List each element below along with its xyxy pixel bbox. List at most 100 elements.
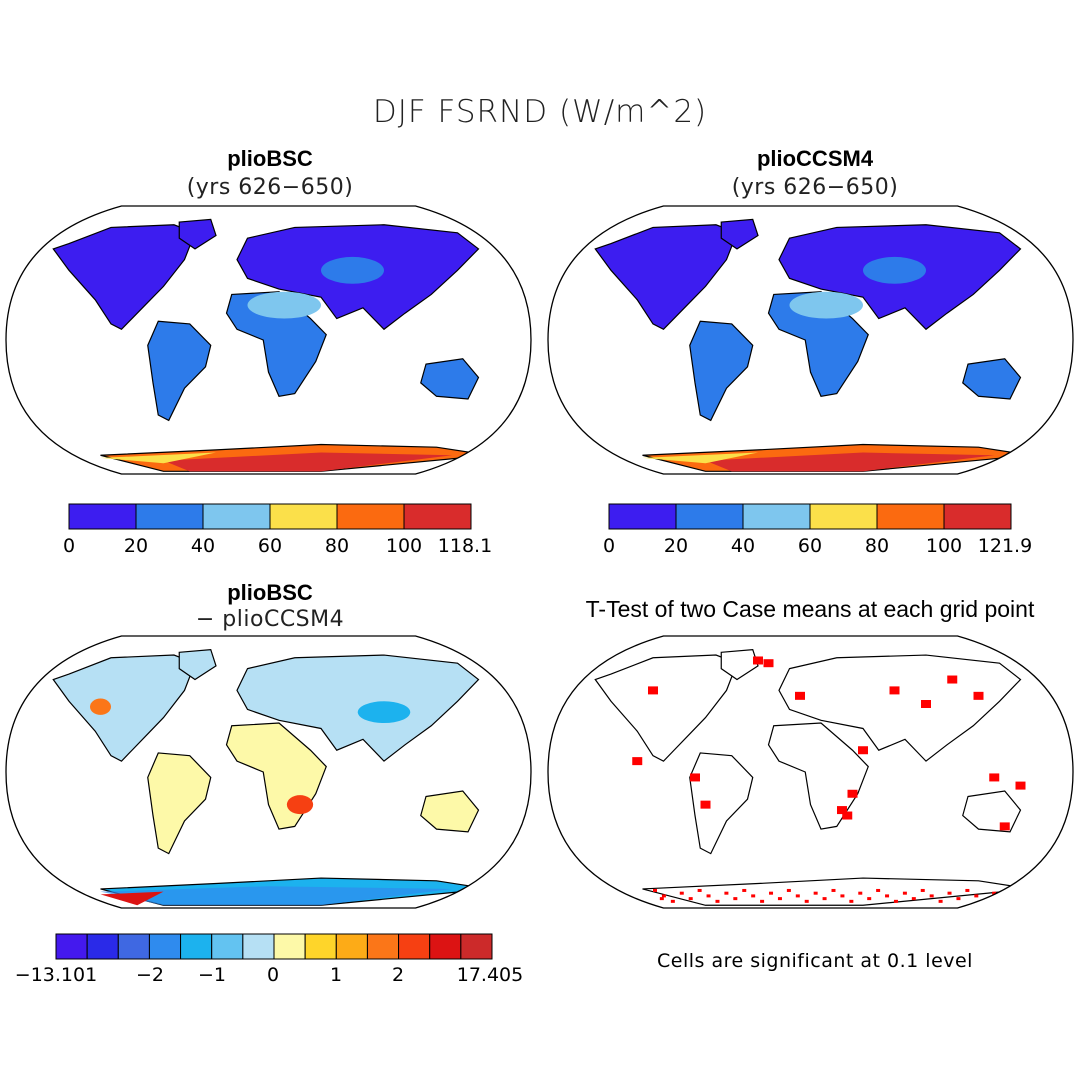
continent-namerica (594, 654, 738, 762)
central-asia-region (863, 256, 926, 284)
figure-title: DJF FSRND (W/m^2) (372, 94, 708, 130)
colorbar-swatch (675, 503, 744, 530)
panel2-title: plioCCSM4 (756, 146, 874, 171)
significant-cell (842, 811, 853, 820)
panel1-title: plioBSC (227, 146, 313, 171)
map-panel-plioBSC (5, 205, 532, 475)
africa-hotspot (286, 795, 314, 815)
significant-cell (804, 899, 809, 903)
colorbar-swatch (202, 503, 271, 530)
map-panel-ttest (547, 635, 1074, 909)
colorbar-swatch (273, 933, 306, 960)
significant-cell (947, 891, 952, 895)
continent-australia (420, 358, 480, 400)
significant-cell (974, 894, 979, 898)
cb1-label: 100 (386, 535, 422, 557)
sahara-region (247, 291, 321, 319)
continent-samerica (689, 752, 754, 855)
colorbar-swatch (608, 503, 677, 530)
cb3-label: 1 (330, 964, 342, 986)
colorbar-swatch (86, 933, 119, 960)
cb1-label: 60 (258, 535, 282, 557)
significant-cell (840, 894, 845, 898)
significant-cell (700, 800, 711, 809)
cb3-label: 2 (392, 964, 404, 986)
significant-cell (956, 897, 961, 901)
significant-cell (648, 686, 658, 695)
significant-cell (849, 899, 854, 903)
continent-eurasia (236, 654, 480, 762)
cb2-label: 100 (926, 535, 962, 557)
continent-greenland (178, 218, 217, 250)
colorbar-swatch (55, 933, 88, 960)
cb3-label: 0 (267, 964, 279, 986)
colorbar-swatch (742, 503, 811, 530)
significant-cell (837, 806, 847, 815)
significant-cell (813, 891, 818, 895)
significant-cell (973, 691, 984, 700)
significant-cell (858, 891, 863, 895)
significant-cell (724, 891, 729, 895)
colorbar-swatch (460, 933, 493, 960)
significant-cell (889, 686, 900, 695)
continent-australia (962, 358, 1022, 400)
map-border (5, 635, 532, 909)
continent-namerica (52, 224, 196, 331)
continent-antarctica (642, 877, 1032, 906)
antarctica-hot (100, 891, 164, 906)
continent-africa (767, 722, 869, 830)
colorbar-swatch (943, 503, 1012, 530)
na-hotspot (90, 698, 111, 715)
colorbar-swatch (304, 933, 337, 960)
panel3-subtitle: − plioCCSM4 (195, 607, 345, 632)
colorbar-swatch (809, 503, 878, 530)
continent-samerica (147, 320, 212, 422)
cb1-label: 40 (191, 535, 215, 557)
significant-cell (795, 691, 805, 700)
significant-cell (661, 894, 666, 898)
significant-cell (763, 659, 774, 668)
significant-cell (706, 894, 711, 898)
colorbar-swatch (211, 933, 244, 960)
cb3-label: −2 (136, 964, 164, 986)
significant-cell (847, 789, 858, 798)
colorbar-swatch (403, 503, 472, 530)
cb3-label: −13.101 (15, 964, 97, 986)
panel2-subtitle: (yrs 626−650) (731, 175, 899, 200)
significant-cell (679, 891, 684, 895)
continent-samerica (689, 320, 754, 422)
antarctica-core (163, 452, 453, 472)
significance-note: Cells are significant at 0.1 level (657, 950, 973, 972)
panel3-title: plioBSC (227, 580, 313, 605)
significant-cell (690, 773, 700, 782)
significant-cell (786, 888, 791, 892)
colorbar-swatch (366, 933, 400, 960)
continent-eurasia (778, 654, 1022, 762)
cb3-label: −1 (198, 964, 226, 986)
cb2-label: 40 (731, 535, 755, 557)
asia-cool-region (357, 701, 411, 724)
antarctica-edge (642, 452, 758, 464)
cb2-label: 121.9 (978, 535, 1032, 557)
colorbar-swatch (242, 933, 275, 960)
significant-cell (902, 891, 907, 895)
colorbar-swatch (117, 933, 150, 960)
significant-cell (1015, 781, 1026, 790)
colorbar-swatch (398, 933, 431, 960)
significant-cell (632, 757, 643, 766)
significant-cell (670, 899, 675, 903)
sahara-region (789, 291, 863, 319)
continent-australia (962, 790, 1022, 833)
significant-cell (947, 675, 958, 684)
significant-cell (858, 746, 868, 755)
map-panel-plioCCSM4 (547, 205, 1074, 475)
significant-cell (733, 897, 738, 901)
ttest-title: T-Test of two Case means at each grid po… (585, 596, 1035, 622)
cb1-label: 118.1 (438, 535, 492, 557)
significant-cell (653, 888, 657, 892)
significant-cell (989, 773, 1000, 782)
continent-greenland (720, 218, 759, 250)
significant-cell (795, 894, 800, 898)
significant-cell (999, 822, 1010, 831)
